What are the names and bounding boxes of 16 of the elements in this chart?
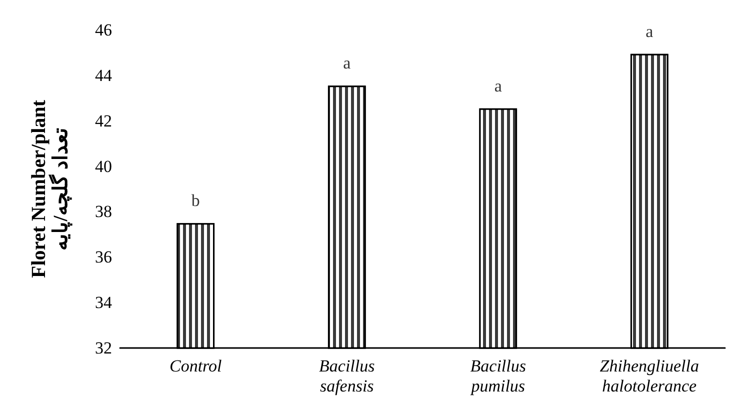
y-tick-label: 36 <box>95 248 112 267</box>
y-tick-label: 46 <box>95 20 112 40</box>
x-tick-label: Bacillus pumilus <box>470 356 526 396</box>
y-tick-label: 32 <box>95 338 112 358</box>
x-tick-label: Bacillus safensis <box>319 356 376 396</box>
x-tick-label: Zhihengliuella halotolerance <box>600 356 699 396</box>
annotation: a <box>343 54 352 73</box>
annotation: b <box>191 191 200 210</box>
y-tick-label: 42 <box>95 111 112 130</box>
y-tick-label: 40 <box>95 156 112 176</box>
annotation: a <box>646 22 654 41</box>
y-tick-label: 34 <box>95 293 112 312</box>
x-tick-label: Control <box>169 356 222 376</box>
annotation: a <box>494 76 502 96</box>
y-tick-label: 44 <box>95 66 112 85</box>
y-tick-label: 38 <box>95 202 112 222</box>
